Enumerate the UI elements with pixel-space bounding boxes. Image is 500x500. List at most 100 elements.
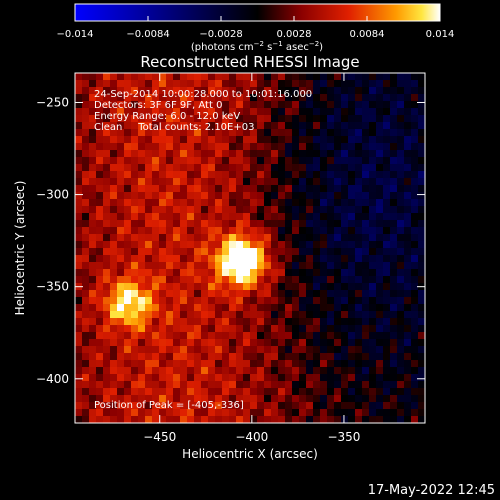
heatmap-cell <box>376 339 384 347</box>
heatmap-cell <box>313 353 321 361</box>
heatmap-cell <box>250 94 258 102</box>
heatmap-cell <box>201 227 209 235</box>
heatmap-cell <box>306 416 314 424</box>
heatmap-cell <box>173 304 181 312</box>
heatmap-cell <box>103 248 111 256</box>
heatmap-cell <box>418 171 426 179</box>
heatmap-cell <box>327 262 335 270</box>
heatmap-cell <box>292 164 300 172</box>
heatmap-cell <box>103 164 111 172</box>
heatmap-cell <box>117 388 125 396</box>
heatmap-cell <box>159 220 167 228</box>
heatmap-cell <box>334 101 342 109</box>
heatmap-cell <box>236 255 244 263</box>
heatmap-cell <box>264 367 272 375</box>
heatmap-cell <box>145 374 153 382</box>
heatmap-cell <box>411 346 419 354</box>
heatmap-cell <box>208 115 216 123</box>
heatmap-cell <box>348 388 356 396</box>
heatmap-cell <box>257 353 265 361</box>
heatmap-cell <box>285 143 293 151</box>
heatmap-cell <box>173 367 181 375</box>
heatmap-cell <box>103 227 111 235</box>
heatmap-cell <box>285 304 293 312</box>
heatmap-cell <box>285 73 293 81</box>
heatmap-cell <box>229 234 237 242</box>
heatmap-cell <box>306 80 314 88</box>
heatmap-cell <box>103 283 111 291</box>
heatmap-cell <box>152 318 160 326</box>
heatmap-cell <box>145 108 153 116</box>
heatmap-cell <box>285 157 293 165</box>
heatmap-cell <box>299 332 307 340</box>
heatmap-cell <box>299 276 307 284</box>
heatmap-cell <box>334 360 342 368</box>
heatmap-cell <box>257 220 265 228</box>
heatmap-cell <box>124 367 132 375</box>
heatmap-cell <box>222 122 230 130</box>
heatmap-cell <box>334 227 342 235</box>
heatmap-cell <box>222 360 230 368</box>
heatmap-cell <box>180 87 188 95</box>
heatmap-cell <box>271 150 279 158</box>
heatmap-cell <box>257 325 265 333</box>
heatmap-cell <box>236 80 244 88</box>
heatmap-cell <box>124 80 132 88</box>
heatmap-cell <box>390 129 398 137</box>
heatmap-cell <box>320 213 328 221</box>
heatmap-cell <box>166 381 174 389</box>
heatmap-cell <box>411 94 419 102</box>
heatmap-cell <box>187 276 195 284</box>
heatmap-cell <box>131 157 139 165</box>
heatmap-cell <box>278 157 286 165</box>
heatmap-cell <box>89 157 97 165</box>
heatmap-cell <box>131 339 139 347</box>
heatmap-cell <box>166 297 174 305</box>
heatmap-cell <box>110 150 118 158</box>
heatmap-cell <box>320 395 328 403</box>
heatmap-cell <box>327 220 335 228</box>
heatmap-cell <box>131 395 139 403</box>
heatmap-cell <box>180 311 188 319</box>
heatmap-cell <box>75 402 83 410</box>
heatmap-cell <box>341 248 349 256</box>
heatmap-cell <box>418 206 426 214</box>
heatmap-cell <box>124 101 132 109</box>
heatmap-cell <box>404 388 412 396</box>
heatmap-cell <box>110 269 118 277</box>
heatmap-cell <box>117 290 125 298</box>
heatmap-cell <box>418 311 426 319</box>
heatmap-cell <box>194 360 202 368</box>
heatmap-cell <box>96 318 104 326</box>
heatmap-cell <box>173 276 181 284</box>
heatmap-cell <box>152 388 160 396</box>
heatmap-cell <box>278 178 286 186</box>
heatmap-cell <box>194 339 202 347</box>
heatmap-cell <box>376 206 384 214</box>
annotation-line: Energy Range: 6.0 - 12.0 keV <box>94 111 240 122</box>
heatmap-cell <box>201 248 209 256</box>
heatmap-cell <box>369 185 377 193</box>
heatmap-cell <box>397 262 405 270</box>
heatmap-cell <box>264 87 272 95</box>
heatmap-cell <box>229 332 237 340</box>
heatmap-cell <box>369 150 377 158</box>
heatmap-cell <box>327 234 335 242</box>
heatmap-cell <box>187 290 195 298</box>
heatmap-cell <box>411 122 419 130</box>
heatmap-cell <box>404 353 412 361</box>
heatmap-cell <box>271 164 279 172</box>
heatmap-cell <box>264 143 272 151</box>
heatmap-cell <box>404 269 412 277</box>
heatmap-cell <box>201 318 209 326</box>
heatmap-cell <box>306 388 314 396</box>
heatmap-cell <box>404 332 412 340</box>
heatmap-cell <box>369 248 377 256</box>
heatmap-cell <box>208 318 216 326</box>
heatmap-cell <box>159 283 167 291</box>
heatmap-cell <box>390 248 398 256</box>
heatmap-cell <box>383 241 391 249</box>
heatmap-cell <box>334 374 342 382</box>
heatmap-cell <box>243 157 251 165</box>
heatmap-cell <box>131 199 139 207</box>
